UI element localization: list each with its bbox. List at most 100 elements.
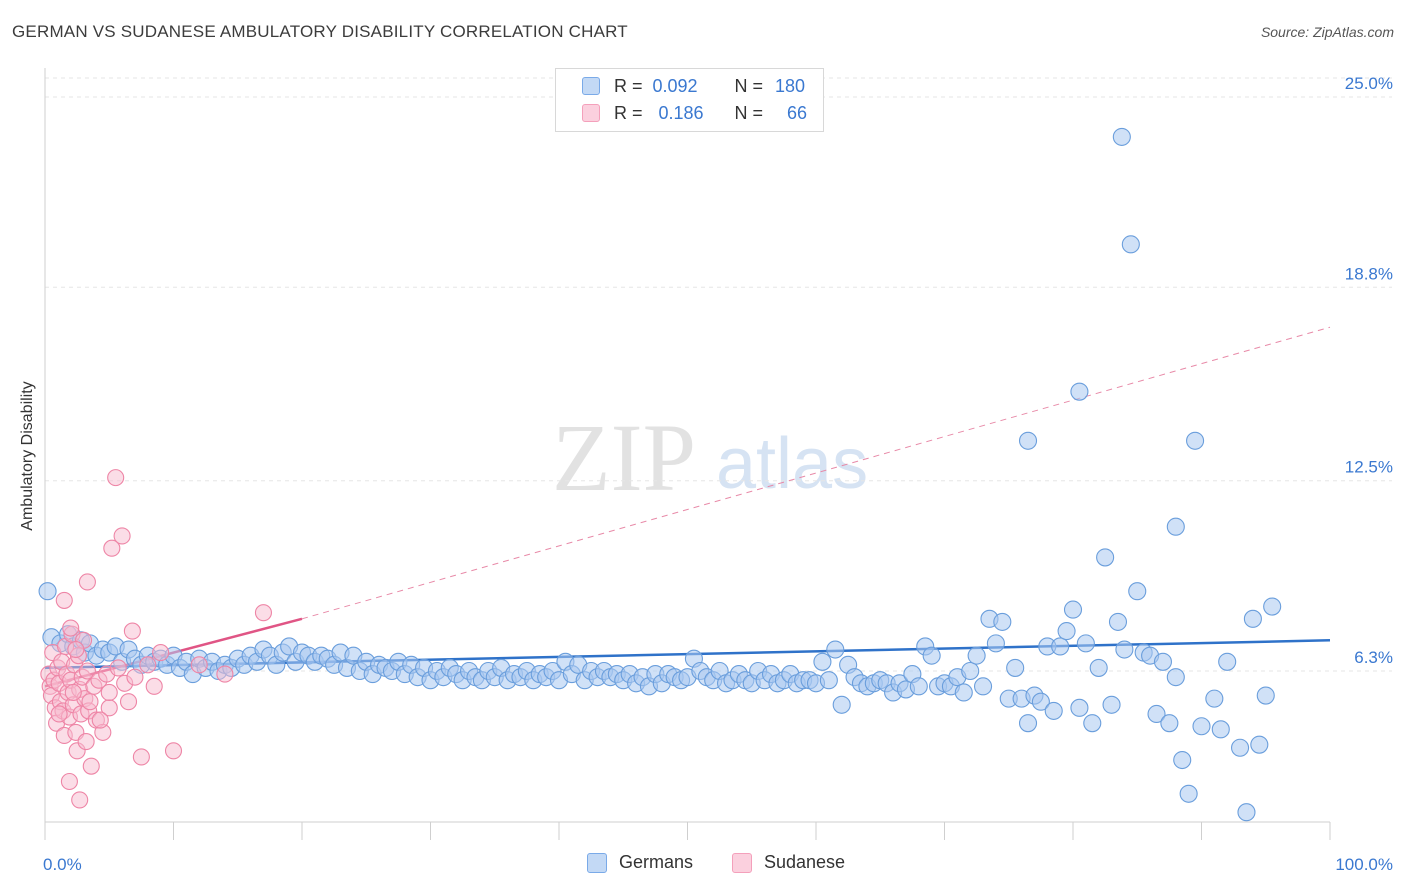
german-point bbox=[1089, 658, 1108, 677]
german-point bbox=[1128, 582, 1147, 601]
german-point bbox=[1057, 622, 1076, 641]
sudanese-point bbox=[60, 772, 78, 791]
bottom-legend-label-sudanese: Sudanese bbox=[764, 852, 846, 872]
sudanese-point bbox=[109, 659, 127, 677]
german-point bbox=[1237, 803, 1256, 822]
german-point bbox=[826, 640, 845, 659]
german-point bbox=[1006, 658, 1025, 677]
german-point bbox=[1218, 652, 1237, 671]
sudanese-point bbox=[100, 683, 118, 702]
german-point bbox=[1112, 127, 1131, 146]
german-point bbox=[1051, 637, 1070, 656]
german-point bbox=[967, 646, 986, 665]
german-point bbox=[1102, 695, 1121, 714]
german-point bbox=[1231, 738, 1250, 757]
gridlines bbox=[45, 77, 1392, 672]
chart-title: GERMAN VS SUDANESE AMBULATORY DISABILITY… bbox=[12, 22, 628, 41]
sudanese-point bbox=[132, 748, 150, 766]
sudanese-point bbox=[123, 622, 141, 640]
german-point bbox=[954, 683, 973, 702]
german-point bbox=[1070, 382, 1089, 401]
sudanese-point bbox=[139, 656, 157, 674]
sudanese-point bbox=[67, 640, 85, 659]
sudanese-point bbox=[113, 527, 131, 545]
legend-row-germans: R = 0.092 N = 180 bbox=[556, 73, 805, 99]
bottom-legend-swatch-sudanese bbox=[732, 852, 752, 873]
sudanese-point bbox=[55, 591, 73, 609]
sudanese-point bbox=[216, 665, 234, 683]
sudanese-point bbox=[71, 791, 89, 809]
sudanese-point bbox=[190, 656, 208, 674]
german-point bbox=[1166, 668, 1185, 687]
y-tick-label: 25.0% bbox=[1345, 74, 1393, 93]
german-point bbox=[1205, 689, 1224, 708]
tick-labels: 6.3% 12.5% 18.8% 25.0% 0.0% 100.0% bbox=[43, 74, 1393, 874]
german-point bbox=[1256, 686, 1275, 705]
legend-n-label: N = bbox=[734, 102, 764, 123]
legend-r-value-sudanese: 0.186 bbox=[658, 102, 704, 123]
legend-swatch-germans bbox=[582, 77, 600, 95]
sudanese-point bbox=[81, 693, 99, 711]
german-point bbox=[1263, 597, 1282, 616]
german-point bbox=[961, 661, 980, 681]
german-point bbox=[1186, 431, 1205, 450]
german-point bbox=[813, 652, 832, 671]
legend-r-value-germans: 0.092 bbox=[652, 75, 698, 96]
german-point bbox=[909, 677, 928, 696]
german-point bbox=[819, 671, 838, 690]
sudanese-point bbox=[82, 757, 100, 775]
sudanese-point bbox=[78, 662, 96, 680]
legend-n-value-sudanese: 66 bbox=[787, 102, 808, 123]
german-point bbox=[1211, 720, 1230, 739]
german-point bbox=[1031, 692, 1050, 711]
y-tick-label: 6.3% bbox=[1354, 648, 1393, 667]
german-point bbox=[832, 695, 851, 714]
sudanese-point bbox=[77, 733, 95, 751]
german-point bbox=[922, 646, 941, 665]
x-tick-label: 100.0% bbox=[1335, 855, 1393, 874]
german-point bbox=[1018, 431, 1038, 450]
y-tick-label: 12.5% bbox=[1345, 458, 1393, 477]
sudanese-point bbox=[145, 677, 163, 695]
bottom-legend-germans: Germans bbox=[587, 852, 693, 873]
legend-n-value-germans: 180 bbox=[775, 75, 806, 96]
sudanese-points bbox=[40, 469, 273, 809]
german-point bbox=[1044, 701, 1063, 720]
german-point bbox=[1192, 717, 1211, 736]
legend-r-label: R = bbox=[614, 75, 643, 96]
legend-swatch-sudanese bbox=[582, 104, 600, 122]
german-point bbox=[1076, 634, 1095, 653]
sudanese-point bbox=[50, 705, 68, 723]
watermark-atlas: atlas bbox=[716, 424, 868, 504]
german-point bbox=[1166, 517, 1185, 536]
sudanese-point bbox=[107, 469, 125, 487]
german-point bbox=[986, 634, 1005, 653]
german-point bbox=[973, 677, 993, 696]
german-point bbox=[38, 582, 57, 601]
german-point bbox=[1179, 784, 1198, 803]
sudanese-point bbox=[164, 742, 183, 760]
legend-n-label: N = bbox=[734, 75, 764, 96]
german-point bbox=[1160, 714, 1179, 733]
german-point bbox=[1018, 714, 1038, 733]
german-point bbox=[1153, 652, 1172, 671]
sudanese-point bbox=[64, 683, 82, 702]
german-point bbox=[1250, 735, 1269, 754]
german-point bbox=[1063, 600, 1083, 619]
bottom-legend: Germans Sudanese bbox=[0, 852, 1406, 876]
german-point bbox=[1121, 235, 1140, 254]
bottom-legend-swatch-germans bbox=[587, 852, 607, 873]
german-point bbox=[1108, 612, 1128, 631]
legend: R = 0.092 N = 180 R = 0.186 N = 66 bbox=[555, 68, 824, 132]
sudanese-point bbox=[152, 644, 170, 662]
german-point bbox=[1070, 698, 1089, 717]
german-point bbox=[1147, 704, 1166, 724]
bottom-legend-label-germans: Germans bbox=[619, 852, 694, 872]
german-point bbox=[1083, 714, 1102, 733]
x-tick-label: 0.0% bbox=[43, 855, 82, 874]
sudanese-point bbox=[126, 668, 144, 686]
y-tick-label: 18.8% bbox=[1345, 264, 1393, 283]
sudanese-point bbox=[62, 619, 80, 637]
chart-source: Source: ZipAtlas.com bbox=[1260, 24, 1394, 40]
